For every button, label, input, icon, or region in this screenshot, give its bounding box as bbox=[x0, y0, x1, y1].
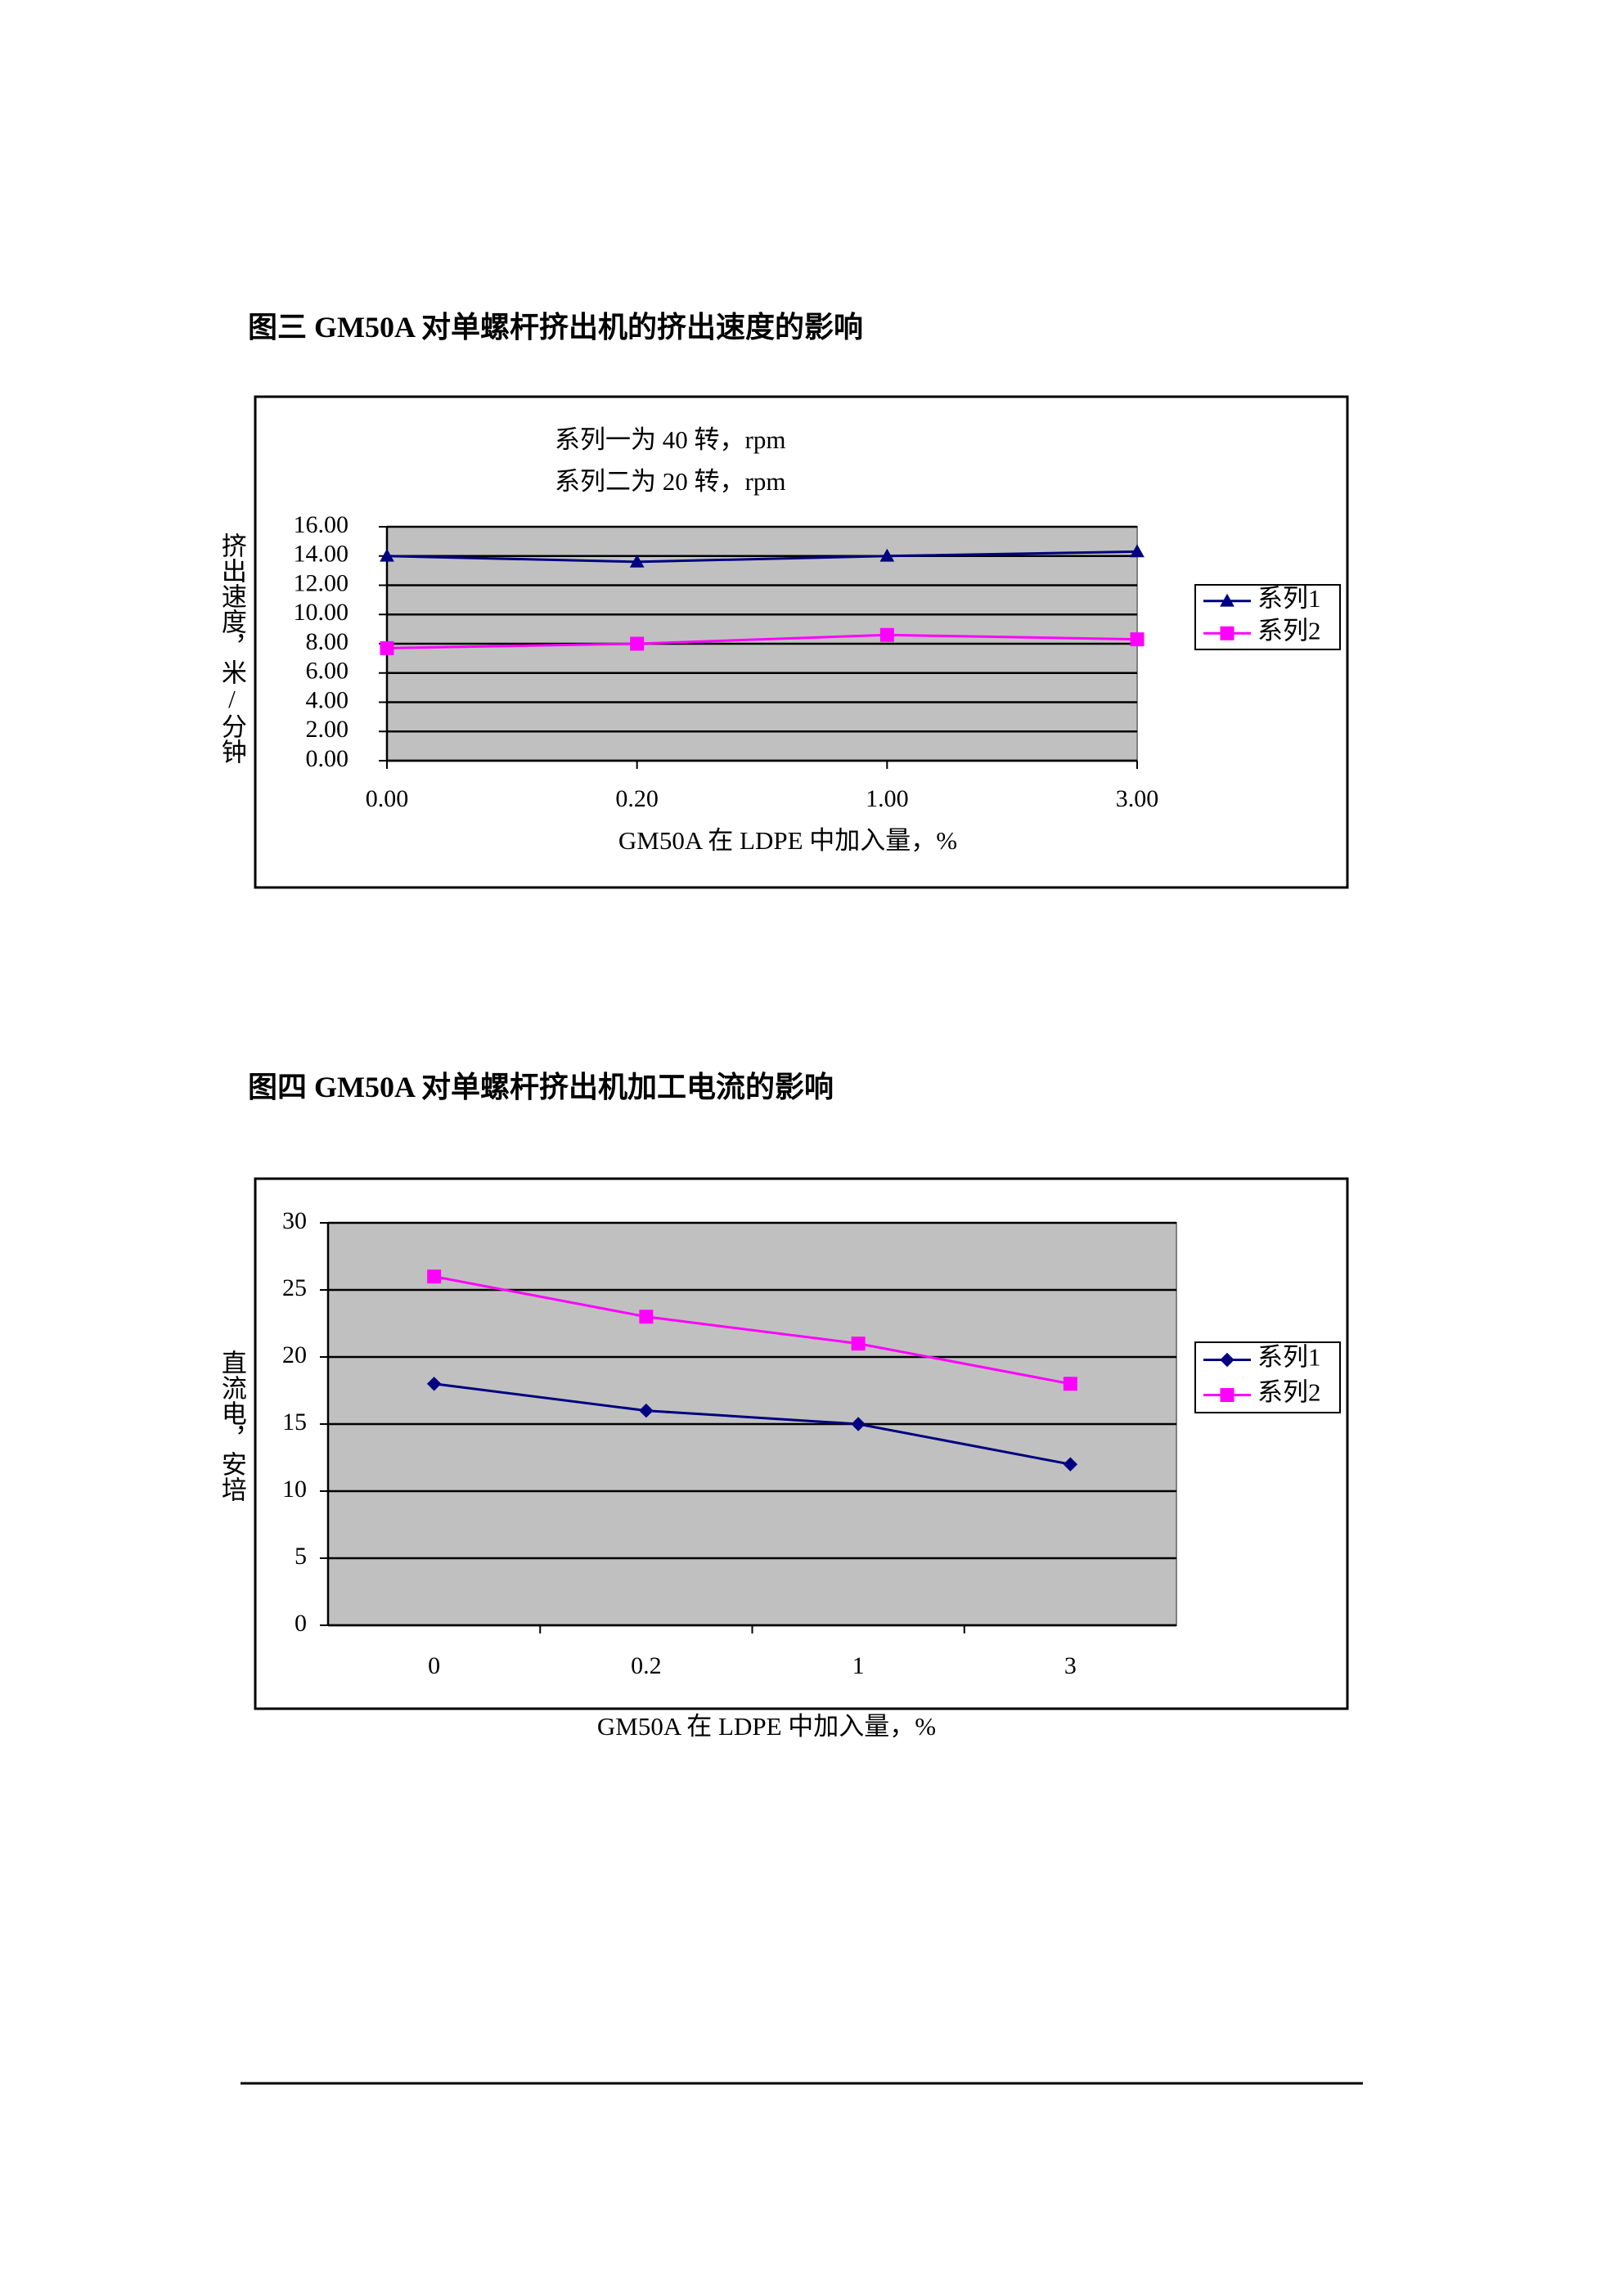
x-tick-label: 3.00 bbox=[1116, 785, 1159, 812]
annotation: 系列二为 20 转，rpm bbox=[555, 467, 785, 496]
y-tick-label: 25 bbox=[282, 1274, 307, 1301]
x-axis-title: GM50A 在 LDPE 中加入量，% bbox=[618, 826, 957, 855]
marker bbox=[1063, 1377, 1077, 1391]
y-axis-title: 直流电，安培 bbox=[218, 1350, 246, 1502]
series-line bbox=[434, 1275, 1071, 1386]
marker bbox=[879, 627, 894, 642]
series-line bbox=[386, 550, 1138, 564]
y-tick-label: 10.00 bbox=[294, 599, 349, 626]
marker bbox=[639, 1310, 654, 1324]
x-tick-label: 0.20 bbox=[615, 785, 659, 812]
y-tick-label: 0.00 bbox=[306, 745, 349, 772]
x-tick-label: 0 bbox=[428, 1652, 440, 1679]
marker bbox=[1063, 1457, 1078, 1472]
marker bbox=[1220, 1352, 1234, 1368]
y-tick-label: 0 bbox=[295, 1610, 307, 1637]
series-line bbox=[386, 633, 1138, 649]
marker bbox=[426, 1377, 442, 1391]
marker bbox=[639, 1403, 654, 1418]
y-tick-label: 6.00 bbox=[306, 658, 349, 685]
marker bbox=[851, 1337, 866, 1351]
marker bbox=[630, 636, 645, 651]
series-line bbox=[434, 1382, 1071, 1466]
marker bbox=[1130, 632, 1145, 647]
y-axis-title: 挤出速度，米/分钟 bbox=[218, 532, 246, 764]
x-axis-title: GM50A 在 LDPE 中加入量，% bbox=[597, 1712, 936, 1741]
y-tick-label: 8.00 bbox=[306, 628, 349, 655]
y-tick-label: 2.00 bbox=[306, 716, 349, 743]
marker bbox=[1220, 1388, 1234, 1402]
legend-label: 系列2 bbox=[1257, 1378, 1321, 1407]
y-tick-label: 10 bbox=[282, 1476, 307, 1503]
annotation: 系列一为 40 转，rpm bbox=[555, 425, 785, 454]
legend-box bbox=[1194, 584, 1341, 650]
marker bbox=[1130, 544, 1145, 558]
y-tick-label: 20 bbox=[282, 1341, 307, 1368]
y-tick-label: 30 bbox=[282, 1207, 307, 1234]
y-tick-label: 4.00 bbox=[306, 686, 349, 713]
y-tick-label: 12.00 bbox=[294, 569, 349, 596]
x-tick-label: 1.00 bbox=[866, 785, 909, 812]
marker bbox=[879, 548, 895, 562]
y-tick-label: 15 bbox=[282, 1409, 307, 1436]
legend-label: 系列1 bbox=[1257, 584, 1321, 613]
legend-box bbox=[1194, 1341, 1341, 1413]
marker bbox=[380, 548, 394, 562]
y-tick-label: 16.00 bbox=[294, 511, 349, 538]
y-tick-label: 14.00 bbox=[294, 541, 349, 568]
marker bbox=[1220, 593, 1234, 607]
marker bbox=[851, 1417, 866, 1431]
legend-label: 系列2 bbox=[1257, 616, 1321, 645]
x-tick-label: 3 bbox=[1064, 1652, 1077, 1679]
y-tick-label: 5 bbox=[295, 1543, 307, 1570]
marker bbox=[427, 1269, 442, 1284]
marker bbox=[1220, 626, 1234, 640]
chart-title: 图三 GM50A 对单螺杆挤出机的挤出速度的影响 bbox=[248, 311, 863, 344]
x-tick-label: 0.00 bbox=[366, 785, 409, 812]
marker bbox=[629, 554, 645, 568]
x-tick-label: 0.2 bbox=[631, 1652, 662, 1679]
marker bbox=[380, 640, 394, 655]
chart-title: 图四 GM50A 对单螺杆挤出机加工电流的影响 bbox=[248, 1071, 834, 1103]
x-tick-label: 1 bbox=[852, 1652, 865, 1679]
legend-label: 系列1 bbox=[1257, 1343, 1321, 1372]
